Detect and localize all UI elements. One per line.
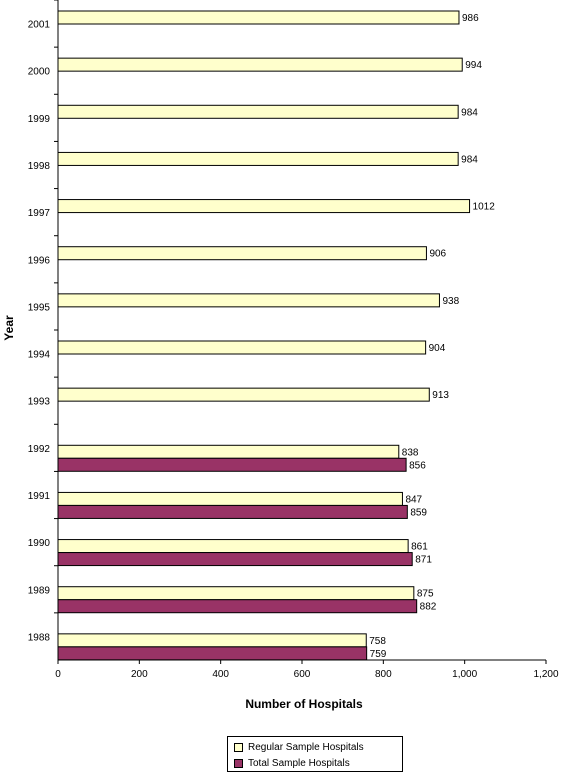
data-label-total-1991: 859 [410,507,427,518]
y-tick-label-1991: 1991 [28,491,51,502]
bar-total-1991 [57,504,408,519]
x-tick-label-600: 600 [294,669,311,680]
x-tick-label-1200: 1,200 [533,669,558,680]
y-tick-label-1993: 1993 [28,397,51,408]
data-label-regular-1998: 984 [461,154,478,165]
data-label-regular-1988: 758 [369,636,386,647]
y-tick-label-1996: 1996 [28,255,51,266]
y-tick-label-1997: 1997 [28,208,51,219]
data-label-total-1988: 759 [370,649,387,660]
y-tick-label-1994: 1994 [28,350,51,361]
y-tick-label-1988: 1988 [28,632,51,643]
x-axis-title: Number of Hospitals [245,697,363,711]
legend-swatch-total [234,758,243,768]
data-label-regular-1991: 847 [405,494,422,505]
data-label-regular-1995: 938 [442,296,459,307]
x-tick-label-400: 400 [212,669,229,680]
axes-layer: 2001200019991998199719961995199419931992… [28,0,559,680]
bar-regular-2001 [57,10,460,25]
bar-regular-1993 [57,387,430,402]
bar-total-1992 [57,457,407,472]
data-label-regular-1997: 1012 [473,202,496,213]
bar-total-1990 [57,552,413,567]
data-label-total-1989: 882 [420,602,437,613]
bars-layer: 986 994 984 984 1012 906 938 904 913 838 856 847 859… [57,10,496,661]
bar-regular-1998 [57,151,459,166]
y-tick-label-1999: 1999 [28,114,51,125]
y-axis-title: Year [2,315,16,341]
data-label-total-1992: 856 [409,460,426,471]
data-label-regular-1999: 984 [461,107,478,118]
bar-regular-2000 [57,57,463,72]
x-tick-label-800: 800 [375,669,392,680]
data-label-regular-1993: 913 [432,390,449,401]
data-label-regular-2001: 986 [462,13,479,24]
bar-regular-1992 [57,444,400,459]
legend-label-regular: Regular Sample Hospitals [248,741,364,753]
y-tick-label-1990: 1990 [28,538,51,549]
bar-regular-1997 [57,199,471,214]
y-tick-label-2000: 2000 [28,67,51,78]
legend-item-regular: Regular Sample Hospitals [234,740,364,754]
bar-regular-1995 [57,293,440,308]
legend-item-total: Total Sample Hospitals [234,756,350,770]
bar-total-1989 [57,599,418,614]
x-tick-label-200: 200 [131,669,148,680]
legend-label-total: Total Sample Hospitals [248,757,350,769]
y-tick-label-1998: 1998 [28,161,51,172]
x-tick-label-0: 0 [55,669,61,680]
legend: Regular Sample Hospitals Total Sample Ho… [227,736,403,772]
data-label-regular-1989: 875 [417,589,434,600]
bar-regular-1999 [57,104,459,119]
y-tick-label-1992: 1992 [28,444,51,455]
legend-swatch-regular [234,742,243,752]
data-label-regular-1990: 861 [411,542,428,553]
data-label-total-1990: 871 [415,555,432,566]
y-tick-label-2001: 2001 [28,20,51,31]
bar-regular-1994 [57,340,427,355]
data-label-regular-2000: 994 [465,60,482,71]
data-label-regular-1992: 838 [402,447,419,458]
y-tick-label-1995: 1995 [28,302,51,313]
data-label-regular-1994: 904 [429,343,446,354]
bar-total-1988 [57,646,368,661]
bar-regular-1988 [57,633,367,648]
bar-regular-1990 [57,539,409,554]
bar-regular-1996 [57,246,427,261]
bar-regular-1991 [57,491,403,506]
bar-regular-1989 [57,586,415,601]
data-label-regular-1996: 906 [429,249,446,260]
x-tick-label-1000: 1,000 [452,669,477,680]
y-tick-label-1989: 1989 [28,585,51,596]
